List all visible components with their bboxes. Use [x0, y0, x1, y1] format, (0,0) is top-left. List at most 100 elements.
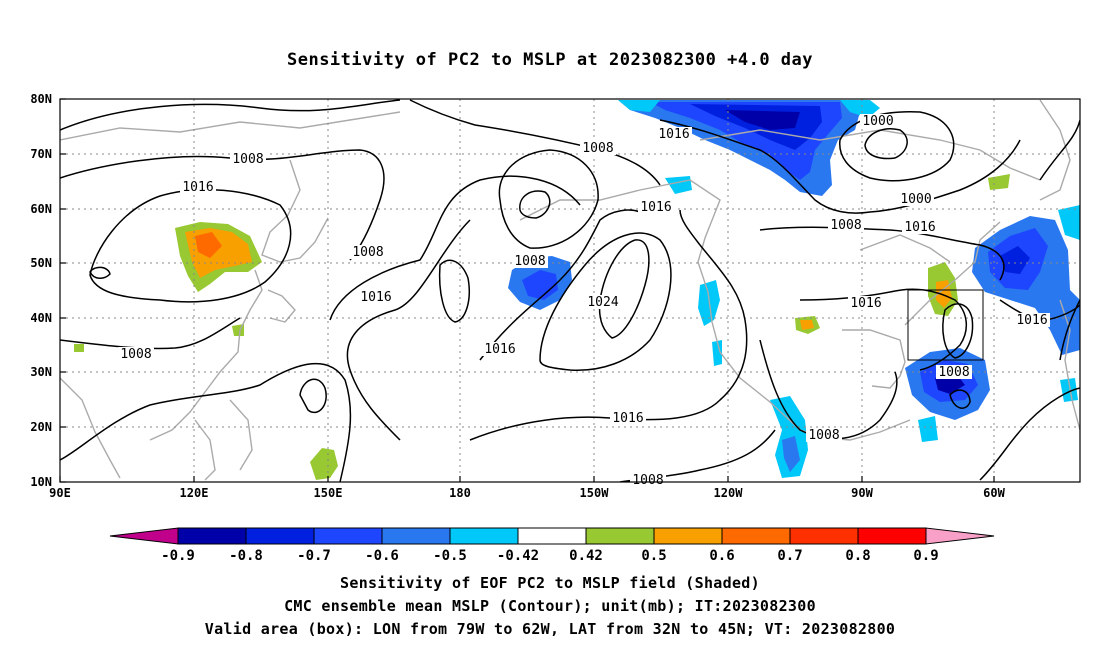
- shade-atlantic-core: [1000, 246, 1030, 274]
- contour-small-2: [299, 378, 327, 414]
- lon-label: 120E: [180, 486, 209, 500]
- contour-1016-west: [346, 219, 471, 441]
- coast-india: [60, 377, 121, 479]
- svg-text:1016: 1016: [612, 411, 643, 426]
- shade-caribbean: [918, 416, 938, 442]
- lat-label: 50N: [30, 256, 52, 270]
- colorbar-label: 0.42: [569, 548, 603, 564]
- lon-label: 90W: [851, 486, 873, 500]
- coast-siberia: [60, 111, 401, 141]
- lat-label: 70N: [30, 147, 52, 161]
- svg-text:1008: 1008: [582, 141, 613, 156]
- svg-text:1008: 1008: [830, 218, 861, 233]
- contour-label: 1016: [180, 180, 216, 195]
- contour-1000-low: [519, 190, 551, 219]
- coast-japan: [267, 289, 296, 323]
- colorbar-label: 0.6: [709, 548, 734, 564]
- contour-label: 1008: [630, 473, 666, 488]
- coast-gulf: [842, 329, 906, 389]
- coast-useast: [904, 221, 1001, 326]
- shade-useast-core: [936, 280, 952, 308]
- colorbar-box: [449, 527, 519, 545]
- contour-label: 1000: [860, 114, 896, 129]
- lat-label: 60N: [30, 202, 52, 216]
- contour-1016-ridge: [479, 209, 641, 361]
- contour-1016-asia: [89, 188, 292, 303]
- shade-arctic-edge: [618, 100, 660, 112]
- shade-mexico-core: [782, 436, 800, 472]
- svg-text:1016: 1016: [360, 290, 391, 305]
- colorbar-box: [789, 527, 859, 545]
- lat-label: 20N: [30, 420, 52, 434]
- svg-text:1016: 1016: [182, 180, 213, 195]
- contour-label: 1016: [358, 290, 394, 305]
- lat-labels: 80N 70N 60N 50N 40N 30N 20N 10N: [30, 92, 52, 489]
- map-frame: [59, 98, 1081, 483]
- contour-1016-small: [438, 259, 470, 323]
- svg-text:1000: 1000: [862, 114, 893, 129]
- contour-label: 1000: [898, 192, 934, 207]
- svg-text:1008: 1008: [632, 473, 663, 488]
- shade-eastatl: [1060, 378, 1078, 402]
- shade-asia-core: [195, 232, 222, 258]
- coast-hudson: [859, 234, 951, 263]
- contour-label: 1016: [656, 127, 692, 142]
- colorbar-box: [721, 527, 791, 545]
- colorbar-label: -0.5: [433, 548, 467, 564]
- coast-europe-africa: [1059, 299, 1080, 431]
- contour-1008-sargasso: [949, 389, 971, 409]
- coast-greenland: [1039, 99, 1071, 201]
- lat-label: 10N: [30, 475, 52, 489]
- shade-pacific-core: [522, 270, 558, 300]
- lon-labels: 90E 120E 150E 180 150W 120W 90W 60W: [49, 486, 1005, 500]
- coast-china: [149, 269, 263, 441]
- colorbar-label: -0.6: [365, 548, 399, 564]
- lon-label: 150W: [580, 486, 610, 500]
- contour-label: 1008: [230, 152, 266, 167]
- svg-text:1008: 1008: [352, 245, 383, 260]
- lon-label: 90E: [49, 486, 71, 500]
- svg-text:1008: 1008: [120, 347, 151, 362]
- colorbar-label: -0.8: [229, 548, 263, 564]
- valid-area-box: [907, 289, 984, 361]
- lon-label: 150E: [314, 486, 343, 500]
- shade-baja-n: [712, 340, 722, 366]
- contour-1008-low: [498, 149, 599, 249]
- contour-label: 1016: [482, 342, 518, 357]
- lat-label: 80N: [30, 92, 52, 106]
- contour-label: 1008: [118, 347, 154, 362]
- contour-1016-npac: [329, 175, 581, 321]
- colorbar-box: [585, 527, 655, 545]
- colorbar-label: 0.5: [641, 548, 666, 564]
- contour-label: 1008: [828, 218, 864, 233]
- contour-992-arctic: [864, 128, 908, 160]
- shade-atlantic-edge: [1058, 205, 1080, 240]
- contour-labels: 1008 1016 1008 1008 1016 1008 1016 1008 …: [118, 114, 1050, 488]
- contour-atl-north: [1039, 119, 1080, 181]
- contour-label: 1008: [806, 428, 842, 443]
- shade-arctic-edge2: [840, 100, 880, 118]
- lat-label: 40N: [30, 311, 52, 325]
- colorbar-label: 0.7: [777, 548, 802, 564]
- svg-text:1016: 1016: [850, 296, 881, 311]
- svg-text:1008: 1008: [514, 254, 545, 269]
- contour-label: 1024: [585, 295, 621, 310]
- caption-shaded: Sensitivity of EOF PC2 to MSLP field (Sh…: [340, 574, 760, 592]
- contour-label: 1016: [848, 296, 884, 311]
- contour-atl-south: [979, 387, 1080, 481]
- contour-1008-canada: [659, 119, 1021, 214]
- shade-gulf-core: [800, 320, 814, 330]
- svg-text:1008: 1008: [938, 365, 969, 380]
- colorbar-label: 0.8: [845, 548, 870, 564]
- colorbar-max-triangle: [925, 527, 995, 545]
- contour-1008-siberia: [60, 149, 385, 261]
- contour-small-1: [89, 266, 111, 279]
- colorbar-box: [245, 527, 315, 545]
- contour-1008-aleut: [409, 99, 661, 186]
- contour-label: 1008: [936, 365, 972, 380]
- contour-1008-north: [60, 99, 401, 131]
- svg-text:1016: 1016: [904, 220, 935, 235]
- axis-ticks: [59, 98, 995, 483]
- svg-text:1024: 1024: [587, 295, 618, 310]
